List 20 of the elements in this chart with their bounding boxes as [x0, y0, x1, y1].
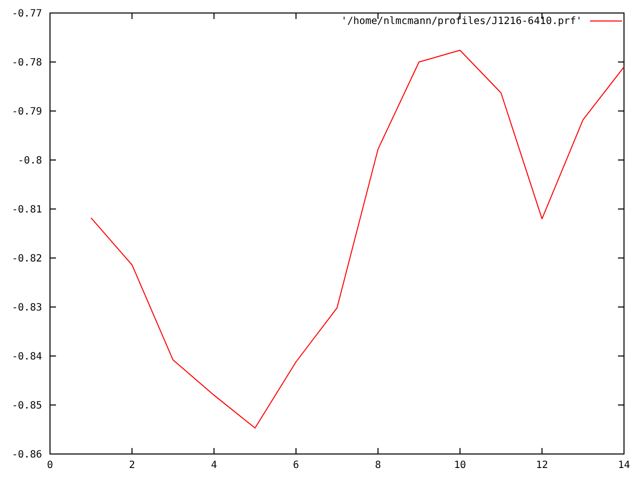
x-tick-label: 6 — [292, 460, 300, 471]
x-tick-label: 2 — [128, 460, 136, 471]
y-tick-label: -0.8 — [18, 156, 42, 166]
line-series — [90, 50, 624, 429]
y-tick-label: -0.82 — [12, 254, 42, 264]
x-tick-label: 8 — [374, 460, 382, 471]
y-tick-label: -0.86 — [12, 450, 42, 460]
x-tick-label: 10 — [454, 460, 466, 471]
y-tick-label: -0.83 — [12, 302, 42, 314]
y-tick-label: -0.77 — [12, 8, 42, 20]
y-tick-label: -0.78 — [12, 58, 42, 68]
y-tick-label: -0.81 — [12, 204, 42, 216]
legend-label: '/home/nlmcmann/profiles/J1216-6410.prf' — [341, 16, 582, 27]
x-tick-label: 12 — [536, 460, 548, 471]
x-tick-label: 14 — [618, 460, 630, 471]
y-tick-label: -0.79 — [12, 106, 42, 118]
y-tick-label: -0.85 — [12, 400, 42, 412]
x-tick-label: 4 — [210, 460, 218, 471]
x-tick-label: 0 — [46, 460, 54, 471]
y-tick-label: -0.84 — [12, 352, 42, 362]
